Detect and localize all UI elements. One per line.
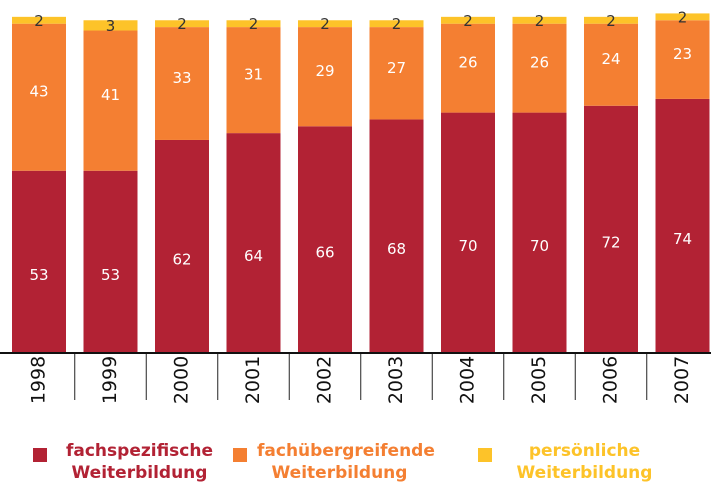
data-label: 74 [673,230,692,248]
data-label: 72 [601,233,620,251]
data-label: 43 [29,83,48,101]
bar-segment [584,105,638,352]
legend-label: persönliche Weiterbildung [516,441,653,483]
x-tick-label: 1998 [28,356,50,404]
data-label: 53 [29,266,48,284]
chart: 53 43 2 1998 53 41 3 1999 62 33 2 2000 64 31 2 2001 66 29… [0,8,711,404]
bar-segment [655,98,710,352]
x-tick-label: 2002 [314,356,336,404]
x-tick-label: 2001 [242,356,264,404]
bar-segment [155,139,209,352]
data-label: 2 [678,8,688,26]
legend-label: fachübergreifende Weiterbildung [257,441,435,483]
data-label: 41 [101,86,120,104]
legend-label: fachspezifische Weiterbildung [65,441,213,483]
data-label: 2 [535,12,545,30]
data-label: 62 [172,250,191,268]
bar-segment [155,27,209,140]
data-label: 27 [387,59,406,77]
data-label: 26 [458,54,477,72]
data-label: 2 [249,15,259,33]
bar-segment [12,23,66,171]
data-label: 2 [320,15,330,33]
bar-segment [655,13,710,21]
bar-segment [512,23,567,113]
data-label: 2 [606,12,616,30]
data-label: 2 [392,15,402,33]
data-label: 26 [530,54,549,72]
bar-segment [441,23,495,113]
data-label: 3 [106,17,116,35]
data-label: 64 [244,247,263,265]
data-label: 24 [601,50,620,68]
bar-segment [12,170,66,352]
bar-segment [155,20,209,28]
bar-segment [441,112,495,352]
data-label: 33 [172,69,191,87]
x-tick-label: 2006 [600,356,622,404]
legend-swatch [478,448,492,462]
bar-segment [441,16,495,24]
bar-segment [369,119,424,352]
data-label: 66 [315,244,334,262]
x-tick-label: 2007 [671,356,693,404]
bar-segment [369,27,424,120]
data-label: 29 [315,62,334,80]
x-tick-label: 2004 [457,356,479,404]
bar-segment [584,23,638,106]
bar-segment [298,20,352,28]
legend-item: fachübergreifende Weiterbildung [233,440,435,484]
bar-segment [512,112,567,352]
data-label: 70 [458,237,477,255]
bar-segment [512,16,567,24]
data-label: 68 [387,240,406,258]
bar-segment [298,126,352,352]
data-label: 31 [244,66,263,84]
data-label: 70 [530,237,549,255]
bar-segment [584,16,638,24]
data-label: 2 [177,15,187,33]
data-label: 2 [34,12,44,30]
bar-segment [83,30,138,171]
x-tick-label: 2000 [171,356,193,404]
x-tick-label: 2003 [385,356,407,404]
legend-swatch [33,448,47,462]
bar-segment [83,20,138,31]
data-label: 53 [101,266,120,284]
bar-segment [369,20,424,28]
bar-segment [655,20,710,99]
legend-swatch [233,448,247,462]
bar-segment [226,27,281,134]
bar-segment [226,133,281,352]
bar-segment [12,16,66,24]
bar-segment [83,170,138,352]
legend-item: fachspezifische Weiterbildung [33,440,222,484]
x-tick-label: 2005 [528,356,550,404]
legend-item: persönliche Weiterbildung [478,440,667,484]
bar-segment [298,27,352,127]
data-label: 23 [673,45,692,63]
data-label: 2 [463,12,473,30]
x-tick-label: 1999 [99,356,121,404]
bar-segment [226,20,281,28]
